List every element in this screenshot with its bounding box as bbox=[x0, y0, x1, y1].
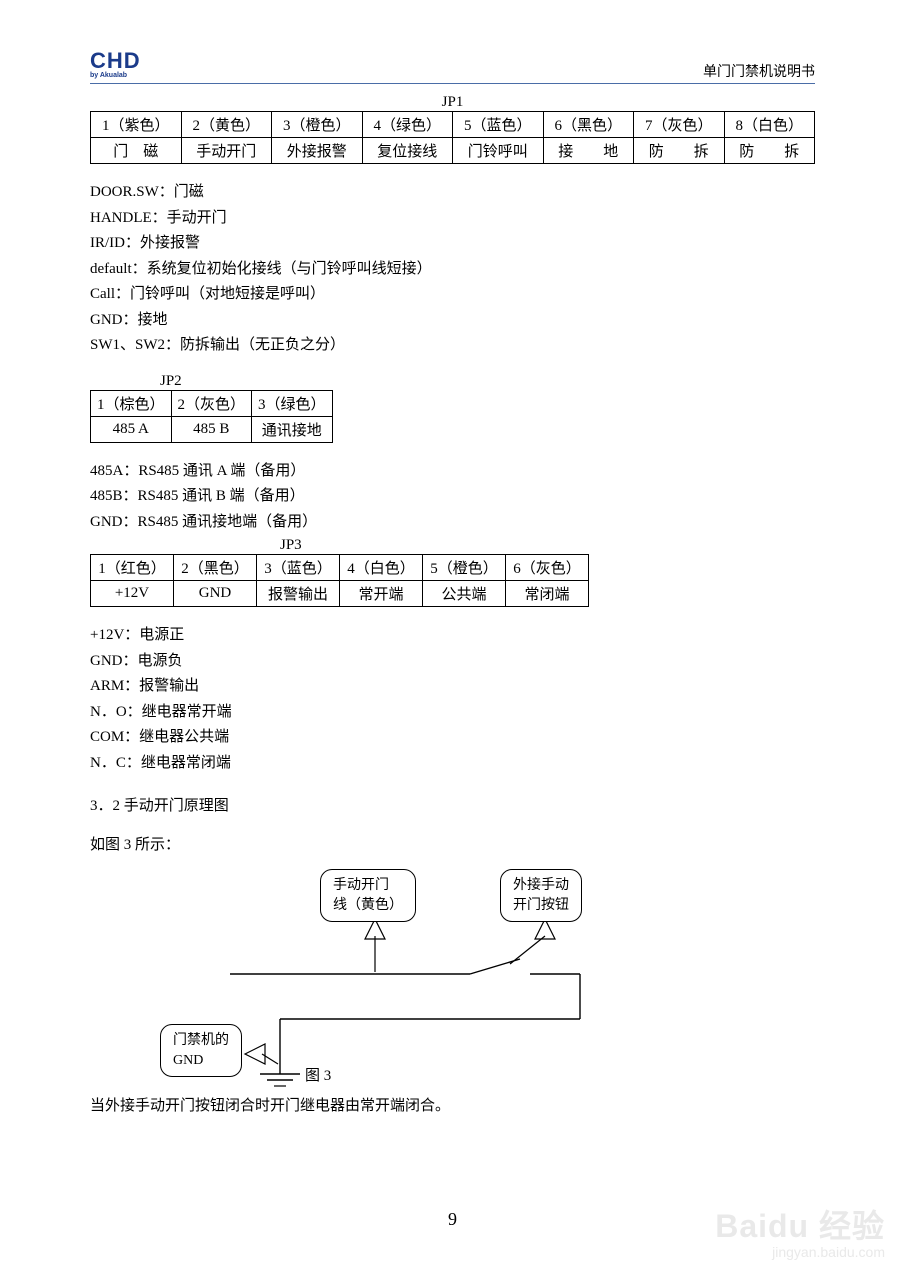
figure-intro: 如图 3 所示： bbox=[90, 833, 815, 854]
table-row: 1（棕色）2（灰色）3（绿色） bbox=[91, 390, 333, 416]
callout-manual-wire: 手动开门线（黄色） bbox=[320, 869, 416, 922]
jp3-definitions: +12V：电源正 GND：电源负 ARM：报警输出 N．O：继电器常开端 COM… bbox=[90, 623, 815, 776]
jp3-title: JP3 bbox=[280, 537, 815, 554]
logo: CHD by Akualab bbox=[90, 48, 141, 79]
table-row: 485 A485 B通讯接地 bbox=[91, 416, 333, 442]
def-line: +12V：电源正 bbox=[90, 623, 815, 649]
jp1-table: 1（紫色）2（黄色） 3（橙色）4（绿色） 5（蓝色）6（黑色） 7（灰色）8（… bbox=[90, 111, 815, 164]
def-line: default：系统复位初始化接线（与门铃呼叫线短接） bbox=[90, 257, 815, 283]
def-line: HANDLE：手动开门 bbox=[90, 206, 815, 232]
figure-3-diagram: 手动开门线（黄色） 外接手动开门按钮 门禁机的GND 图 3 bbox=[90, 864, 815, 1094]
callout-external-button: 外接手动开门按钮 bbox=[500, 869, 582, 922]
logo-sub: by Akualab bbox=[90, 72, 141, 79]
def-line: 485A：RS485 通讯 A 端（备用） bbox=[90, 459, 815, 485]
doc-title: 单门门禁机说明书 bbox=[703, 61, 815, 81]
def-line: 485B：RS485 通讯 B 端（备用） bbox=[90, 484, 815, 510]
section-heading: 3．2 手动开门原理图 bbox=[90, 794, 815, 815]
table-row: +12VGND 报警输出常开端 公共端常闭端 bbox=[91, 581, 589, 607]
callout-gnd: 门禁机的GND bbox=[160, 1024, 242, 1077]
def-line: COM：继电器公共端 bbox=[90, 725, 815, 751]
def-line: SW1、SW2：防拆输出（无正负之分） bbox=[90, 333, 815, 359]
jp1-definitions: DOOR.SW：门磁 HANDLE：手动开门 IR/ID：外接报警 defaul… bbox=[90, 180, 815, 359]
watermark-small: jingyan.baidu.com bbox=[715, 1245, 885, 1260]
def-line: N．C：继电器常闭端 bbox=[90, 751, 815, 777]
def-line: N．O：继电器常开端 bbox=[90, 700, 815, 726]
footer-note: 当外接手动开门按钮闭合时开门继电器由常开端闭合。 bbox=[90, 1094, 815, 1115]
table-row: 门 磁手动开门 外接报警复位接线 门铃呼叫接 地 防 拆防 拆 bbox=[91, 138, 815, 164]
def-line: GND：电源负 bbox=[90, 649, 815, 675]
def-line: Call：门铃呼叫（对地短接是呼叫） bbox=[90, 282, 815, 308]
jp2-title: JP2 bbox=[160, 373, 815, 390]
def-line: GND：RS485 通讯接地端（备用） bbox=[90, 510, 815, 536]
jp3-table: 1（红色）2（黑色） 3（蓝色）4（白色） 5（橙色）6（灰色） +12VGND… bbox=[90, 554, 589, 607]
page-header: CHD by Akualab 单门门禁机说明书 bbox=[90, 50, 815, 84]
def-line: DOOR.SW：门磁 bbox=[90, 180, 815, 206]
table-row: 1（红色）2（黑色） 3（蓝色）4（白色） 5（橙色）6（灰色） bbox=[91, 555, 589, 581]
def-line: ARM：报警输出 bbox=[90, 674, 815, 700]
logo-text: CHD bbox=[90, 48, 141, 73]
jp1-title: JP1 bbox=[90, 94, 815, 111]
table-row: 1（紫色）2（黄色） 3（橙色）4（绿色） 5（蓝色）6（黑色） 7（灰色）8（… bbox=[91, 112, 815, 138]
def-line: GND：接地 bbox=[90, 308, 815, 334]
def-line: IR/ID：外接报警 bbox=[90, 231, 815, 257]
figure-label: 图 3 bbox=[305, 1064, 331, 1085]
jp2-definitions: 485A：RS485 通讯 A 端（备用） 485B：RS485 通讯 B 端（… bbox=[90, 459, 815, 536]
page-number: 9 bbox=[0, 1209, 905, 1230]
jp2-table: 1（棕色）2（灰色）3（绿色） 485 A485 B通讯接地 bbox=[90, 390, 333, 443]
